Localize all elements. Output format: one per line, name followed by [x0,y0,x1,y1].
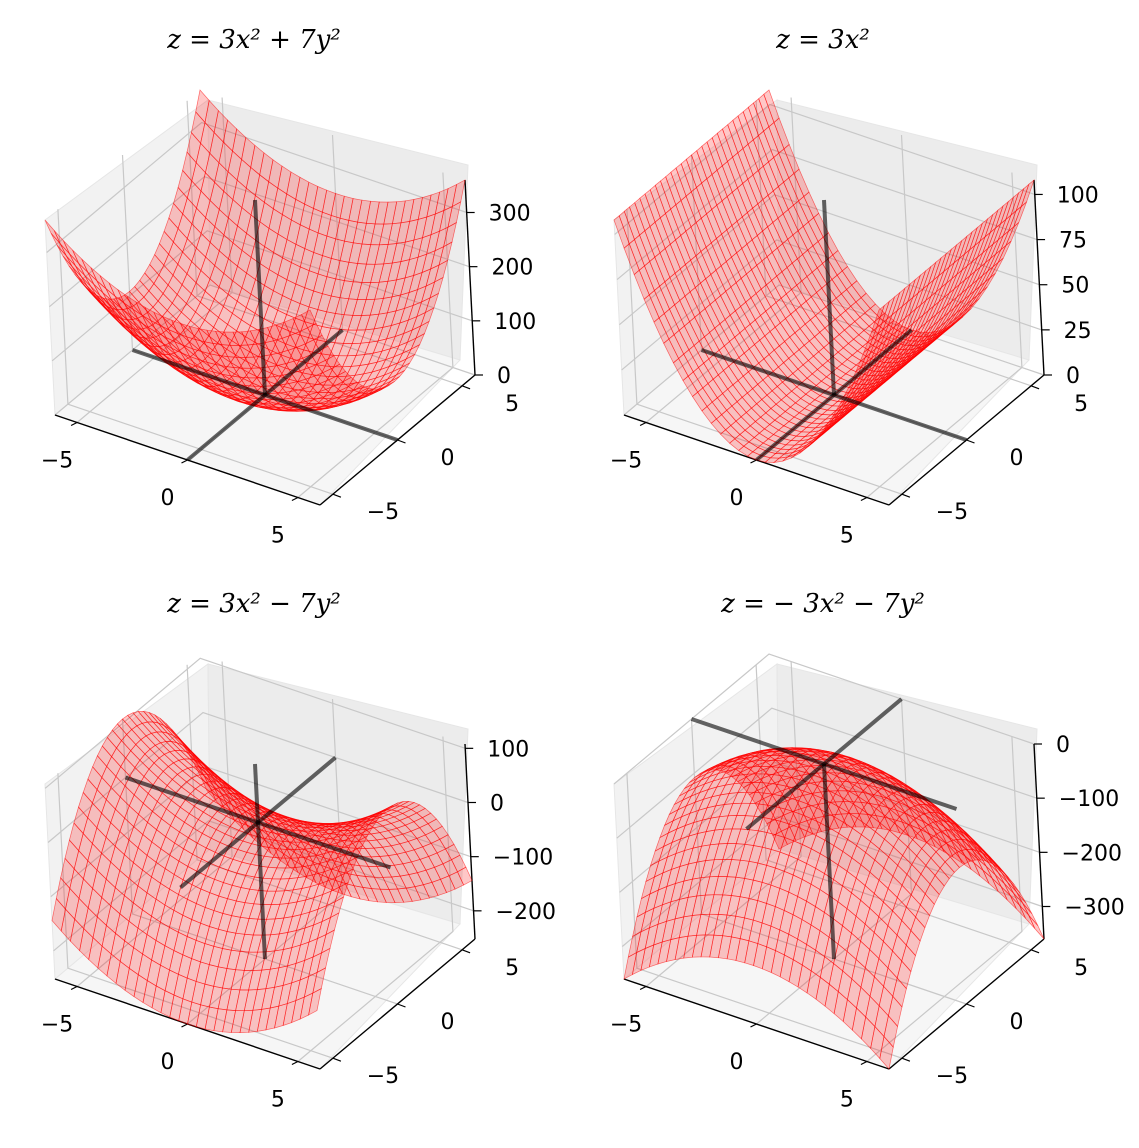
z-tick-label: 300 [489,202,531,227]
y-tick-label: −5 [936,500,968,525]
z-tick-label: 0 [1066,364,1080,389]
z-tick-label: 0 [497,364,511,389]
y-tick [966,439,975,444]
z-tick-label: 100 [494,310,536,335]
x-tick [639,421,647,427]
y-tick-label: 0 [1010,1010,1024,1035]
grid-line-y [57,773,334,1059]
subplot-title: z = 3x² [775,25,870,55]
grid-line-z [51,230,473,362]
x-tick [181,459,188,464]
x-tick [291,496,299,502]
grid-line-z [47,711,469,843]
z-tick-label: 0 [1056,733,1070,758]
y-tick [397,439,406,444]
z-tick-label: 100 [487,737,529,762]
y-tick-label: −5 [367,1064,399,1089]
grid-line-z [46,121,467,253]
x-tick-label: 0 [730,486,744,511]
x-tick-label: −5 [41,449,73,474]
x-tick [70,421,78,427]
grid-line-x [76,661,233,987]
y-tick-label: 5 [505,956,519,981]
z-tick-label: −200 [496,900,556,925]
z-tick-label: 0 [490,792,504,817]
y-tick [332,1057,342,1062]
grid-line-z [54,284,476,416]
x-tick-label: −5 [610,449,642,474]
x-tick-label: 5 [271,524,285,549]
z-tick-label: −100 [493,846,553,871]
grid-line-y [186,664,463,951]
x-tick-label: 0 [161,1050,175,1075]
surface-patch [870,304,885,334]
grid-line-z [53,820,474,952]
x-tick-label: 0 [161,486,175,511]
y-tick [332,493,342,498]
y-tick [461,949,471,954]
subplot-3: z = 3x² − 7y² −5 0 5 −5 0 5 −200 −100 0 100 [41,589,556,1113]
surface-patch [301,309,317,329]
x-tick-label: −5 [610,1013,642,1038]
grid-line-z [623,284,1045,416]
y-tick [461,385,471,390]
x-tick [181,1023,188,1028]
grid-line-z [619,194,1040,326]
x-tick [70,985,78,991]
origin-z-axis [253,199,267,396]
grid-line-z [614,103,1035,235]
z-tick-label: 200 [491,256,533,281]
y-tick [901,493,911,498]
grid-line-z [44,657,466,789]
subplot-title: z = 3x² + 7y² [166,25,341,55]
y-tick [397,1003,406,1008]
z-tick-label: −100 [1059,787,1119,812]
x-tick-label: 5 [840,1088,854,1113]
surface [44,89,466,412]
y-tick-label: 0 [1010,446,1024,471]
x-tick-label: 5 [271,1088,285,1113]
grid-line-z [616,148,1038,281]
z-axis-line [464,743,476,940]
subplot-title: z = 3x² − 7y² [166,589,341,619]
origin-z-axis [822,199,836,396]
grid-line-x [297,736,454,1062]
z-tick-label: −200 [1062,841,1122,866]
x-tick [291,1060,299,1066]
subplot-title: z = − 3x² − 7y² [720,589,925,619]
x-tick [860,496,868,502]
y-tick-label: 0 [441,446,455,471]
x-tick-label: 0 [730,1050,744,1075]
z-tick-label: −300 [1064,896,1124,921]
surface [51,710,473,1033]
x-tick [750,459,757,464]
z-tick-label: 75 [1059,229,1087,254]
y-tick [1030,385,1040,390]
x-tick-label: −5 [41,1013,73,1038]
z-tick-label: 100 [1057,183,1099,208]
y-tick-label: 5 [1074,392,1088,417]
x-tick-label: 5 [840,524,854,549]
y-tick-label: 5 [505,392,519,417]
z-axis-line [1033,179,1045,376]
z-tick-label: 25 [1064,319,1092,344]
y-tick-label: 5 [1074,956,1088,981]
y-tick-label: −5 [936,1064,968,1089]
y-tick-label: −5 [367,500,399,525]
z-tick-label: 50 [1061,274,1089,299]
surface-patch [613,215,630,249]
y-tick-label: 0 [441,1010,455,1035]
